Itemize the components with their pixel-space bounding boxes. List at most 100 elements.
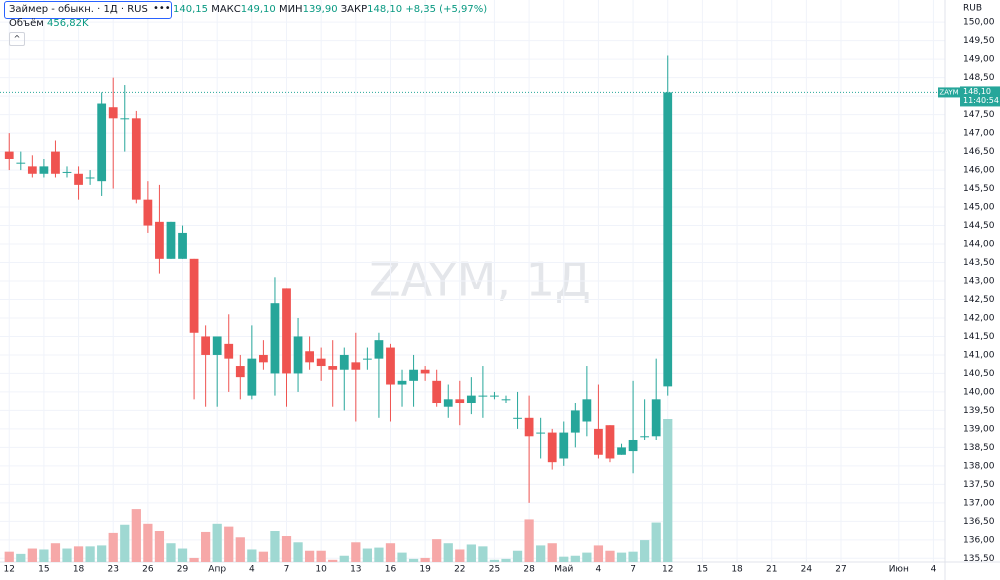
high-label: МАКС <box>211 4 241 15</box>
candle-body <box>270 303 280 374</box>
candle-body <box>201 336 211 355</box>
volume-bar <box>224 526 234 562</box>
x-tick-label: 12 <box>662 565 673 575</box>
symbol-box[interactable] <box>4 1 172 19</box>
y-tick-label: 145,00 <box>963 203 995 213</box>
low-value: 139,90 <box>302 4 338 15</box>
volume-bar <box>201 531 211 562</box>
x-tick-label: 10 <box>315 565 327 575</box>
x-tick-label: 22 <box>454 565 465 575</box>
x-tick-label: 18 <box>73 565 85 575</box>
y-tick-label: 142,00 <box>963 313 995 323</box>
volume-bar <box>582 552 592 562</box>
candle-body <box>651 399 661 437</box>
volume-bar <box>73 546 84 562</box>
volume-bar <box>478 546 488 562</box>
volume-bar <box>166 543 176 562</box>
ohlc-legend: 140,15 МАКС149,10 МИН139,90 ЗАКР148,10 +… <box>173 4 487 15</box>
candle-body <box>339 354 349 370</box>
volume-bar <box>39 549 49 562</box>
candle-body <box>131 118 141 200</box>
x-tick-label: 27 <box>835 565 846 575</box>
volume-bar <box>16 553 26 562</box>
y-tick-label: 137,50 <box>963 480 995 490</box>
more-button[interactable]: ••• <box>153 3 171 14</box>
candle-body <box>85 177 95 179</box>
volume-bar <box>559 556 569 562</box>
volume-bar <box>351 542 361 562</box>
candle-body <box>582 399 592 422</box>
x-tick-label: 23 <box>107 565 118 575</box>
y-tick-label: 149,50 <box>963 36 995 46</box>
candle-body <box>513 417 522 419</box>
candle-body <box>293 336 303 374</box>
candle-body <box>282 288 291 374</box>
candle-body <box>328 366 338 370</box>
y-tick-label: 148,50 <box>963 73 995 83</box>
candle-body <box>235 366 245 378</box>
price-tag: 148,10 <box>963 87 991 96</box>
candle-body <box>16 162 26 164</box>
volume-bar <box>120 524 130 562</box>
volume-bar <box>131 509 141 562</box>
x-tick-label: 15 <box>697 565 708 575</box>
y-tick-label: 143,00 <box>963 277 995 287</box>
volume-bar <box>408 558 419 562</box>
volume-bar <box>189 557 199 562</box>
volume-bar <box>536 545 546 562</box>
x-tick-label: 21 <box>766 565 777 575</box>
candle-body <box>27 166 37 174</box>
x-tick-label: 15 <box>38 565 49 575</box>
high-value: 149,10 <box>240 4 276 15</box>
volume-bar <box>374 547 384 562</box>
candle-body <box>501 399 511 401</box>
candle-body <box>51 151 60 174</box>
candle-body <box>663 92 673 387</box>
x-tick-label: Май <box>554 565 573 575</box>
candle-body <box>432 380 442 404</box>
volume-bar <box>85 546 95 562</box>
open-value: 140,15 <box>173 4 208 15</box>
x-tick-label: 26 <box>142 565 154 575</box>
candle-body <box>62 171 72 173</box>
y-tick-label: 140,00 <box>963 387 995 397</box>
x-tick-label: 18 <box>731 565 743 575</box>
y-tick-label: 146,50 <box>963 147 995 157</box>
volume-bar <box>177 548 188 562</box>
candle-body <box>490 395 499 397</box>
y-tick-label: 144,00 <box>963 240 995 250</box>
volume-bar <box>512 550 523 562</box>
change: +8,35 (+5,97%) <box>405 4 488 15</box>
volume-bar <box>97 545 107 562</box>
volume-bar <box>270 531 280 562</box>
candle-body <box>97 103 107 182</box>
ticker-tag-bg <box>938 87 960 98</box>
candle-body <box>4 151 14 159</box>
candle-body <box>178 232 187 259</box>
volume-title: Объём <box>9 18 44 29</box>
candle-body <box>420 369 430 374</box>
candle-body <box>189 258 199 333</box>
candle-body <box>617 447 626 455</box>
y-tick-label: 143,50 <box>963 258 995 268</box>
candle-body <box>108 107 118 119</box>
price-tag-bg <box>960 86 1000 107</box>
candle-body <box>524 417 534 437</box>
candle-body <box>594 428 603 455</box>
volume-bar <box>4 551 14 562</box>
volume-bar <box>304 550 315 562</box>
y-tick-label: 136,50 <box>963 517 995 527</box>
x-tick-label: 12 <box>4 565 15 575</box>
y-tick-label: 144,50 <box>963 221 995 231</box>
candle-body <box>409 369 418 381</box>
candle-body <box>536 432 546 434</box>
symbol-name[interactable]: Займер - обыкн. · 1Д · RUS <box>9 4 148 15</box>
candle-body <box>386 347 395 385</box>
volume-bar <box>628 551 638 562</box>
y-tick-label: 145,50 <box>963 184 995 194</box>
candle-body <box>397 380 407 385</box>
candle-body <box>466 395 476 404</box>
x-tick-label: 25 <box>489 565 500 575</box>
collapse-button[interactable]: ^ <box>9 32 25 46</box>
volume-bar <box>143 523 153 562</box>
